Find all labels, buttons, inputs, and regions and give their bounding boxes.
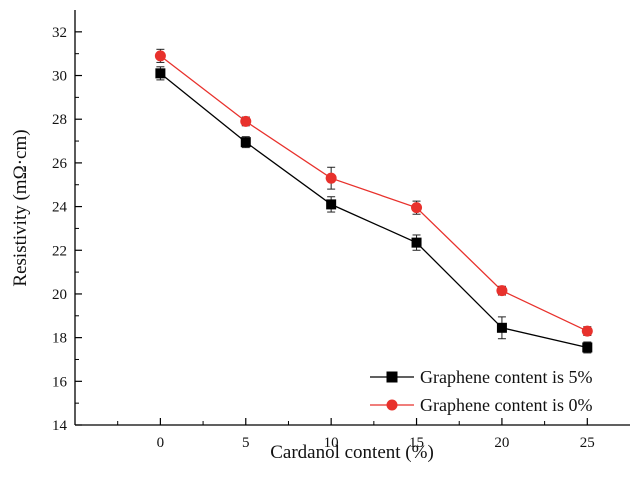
x-tick-label-25: 25 xyxy=(580,435,595,451)
point-2-10 xyxy=(325,172,337,184)
point-2-0 xyxy=(154,50,166,62)
series-2 xyxy=(154,48,593,337)
series-1-line xyxy=(159,72,588,349)
y-tick-label-16: 16 xyxy=(52,374,68,390)
series-1 xyxy=(155,66,593,354)
x-tick-label-15: 15 xyxy=(409,435,424,451)
point-1-10 xyxy=(326,199,337,210)
point-1-25 xyxy=(582,342,593,353)
y-tick-label-32: 32 xyxy=(52,25,67,41)
x-tick-label-10: 10 xyxy=(324,435,339,451)
tick-marks xyxy=(75,31,588,426)
point-2-15 xyxy=(411,202,423,214)
point-2-25 xyxy=(581,325,593,337)
x-tick-label-20: 20 xyxy=(494,435,509,451)
y-tick-label-20: 20 xyxy=(52,287,67,303)
point-1-5 xyxy=(240,137,251,148)
x-tick-label-5: 5 xyxy=(242,435,250,451)
point-2-5 xyxy=(240,115,252,127)
y-axis-label: Resistivity (mΩ·cm) xyxy=(10,129,31,286)
point-1-20 xyxy=(496,322,507,333)
y-tick-label-14: 14 xyxy=(52,418,68,434)
y-tick-label-24: 24 xyxy=(52,200,68,216)
y-tick-label-18: 18 xyxy=(52,331,67,347)
y-tick-label-22: 22 xyxy=(52,243,67,259)
y-tick-label-30: 30 xyxy=(52,69,67,85)
legend-label-series-1: Graphene content is 5% xyxy=(420,367,592,387)
plot-axes xyxy=(74,10,630,426)
legend-marker-series-2 xyxy=(386,399,398,411)
point-1-0 xyxy=(155,68,166,79)
series-layer xyxy=(154,48,593,354)
tick-labels: 14 16 18 20 22 24 26 28 30 32 0 5 10 15 20 25 xyxy=(52,25,595,451)
x-axis-label: Cardanol content (%) xyxy=(270,442,434,463)
series-2-line xyxy=(159,55,588,332)
legend: Graphene content is 5% Graphene content … xyxy=(370,367,592,415)
point-2-20 xyxy=(496,285,508,297)
point-1-15 xyxy=(411,237,422,248)
y-tick-label-28: 28 xyxy=(52,112,67,128)
legend-marker-series-1 xyxy=(386,371,398,383)
x-tick-label-0: 0 xyxy=(157,435,165,451)
y-tick-label-26: 26 xyxy=(52,156,68,172)
legend-label-series-2: Graphene content is 0% xyxy=(420,395,592,415)
